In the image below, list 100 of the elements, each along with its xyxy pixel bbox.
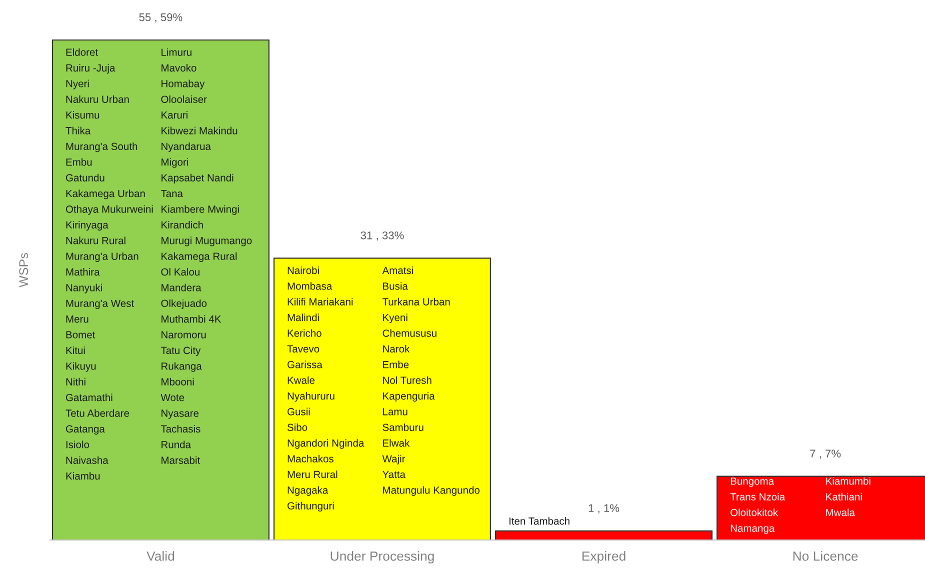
annotation: Sibo: [287, 423, 308, 432]
annotation: Murugi Mugumango: [162, 236, 252, 246]
annotation: Oloolaiser: [161, 95, 207, 103]
annotation: Kericho: [288, 329, 322, 337]
annotation: Gusii: [288, 408, 310, 416]
annotation: Gatundu: [66, 174, 104, 182]
annotation: Runda: [162, 440, 191, 448]
annotation: Kyeni: [383, 314, 408, 324]
annotation: Nyasare: [162, 410, 199, 419]
x-tick-label: Under Processing: [330, 551, 434, 564]
annotation: Murang'a West: [66, 300, 134, 310]
annotation: Isiolo: [66, 440, 90, 448]
annotation: Murang'a South: [66, 142, 138, 152]
annotation: Kitui: [66, 346, 85, 354]
annotation: Kapsabet Nandi: [162, 174, 234, 184]
annotation: Muthambi 4K: [162, 315, 222, 323]
annotation: Matungulu Kangundo: [383, 486, 480, 496]
annotation: Kirandich: [162, 220, 203, 229]
annotation: Ol Kalou: [161, 268, 200, 276]
annotation: Yatta: [382, 470, 406, 478]
x-tick-label: Valid: [146, 551, 174, 561]
annotation: Samburu: [382, 423, 424, 432]
annotation: Kapenguria: [383, 392, 435, 402]
annotation: Ngagaka: [288, 486, 328, 496]
annotation: Embe: [383, 360, 409, 368]
annotation: Turkana Urban: [382, 298, 450, 306]
annotation: Nakuru Urban: [66, 95, 129, 103]
data-label: 55 , 59%: [139, 13, 182, 22]
annotation: Embu: [66, 158, 92, 166]
annotation: Mavoko: [162, 64, 196, 72]
annotation: Wote: [160, 394, 184, 402]
annotation: Busia: [383, 282, 408, 290]
annotation: Narok: [383, 344, 410, 353]
annotation: Kathiani: [826, 492, 862, 500]
data-label: 31 , 33%: [360, 231, 404, 241]
annotation: Kikuyu: [66, 362, 96, 372]
annotation: Kirinyaga: [66, 220, 108, 231]
annotation: Tana: [160, 190, 183, 198]
annotation: Amatsi: [382, 266, 413, 274]
annotation: Githunguri: [288, 502, 334, 512]
x-tick-label: No Licence: [793, 551, 858, 561]
annotation: Gatanga: [66, 425, 105, 435]
annotation: Chemususu: [382, 329, 436, 337]
annotation: Naivasha: [66, 456, 108, 464]
annotation: Bomet: [66, 331, 96, 338]
annotation: Wajir: [382, 454, 406, 464]
annotation: Nanyuki: [66, 284, 102, 294]
annotation: Nyeri: [66, 80, 89, 90]
annotation: Murang'a Urban: [66, 252, 138, 262]
annotation: Kiambu: [66, 472, 100, 480]
annotation: Thika: [66, 126, 91, 134]
annotation: Malindi: [288, 314, 319, 322]
annotation: Naromoru: [162, 331, 206, 338]
annotation: Meru Rural: [288, 470, 338, 478]
annotation: Homabay: [162, 80, 205, 90]
annotation: Nyandarua: [162, 142, 211, 152]
annotation: Lamu: [383, 408, 408, 416]
annotation: Ngandori Nginda: [288, 439, 364, 449]
annotation: Mathira: [66, 268, 100, 276]
data-label: 7 , 7%: [810, 450, 841, 459]
annotation: Rukanga: [162, 362, 202, 372]
annotation: Nairobi: [288, 266, 319, 274]
annotation: Migori: [162, 158, 188, 168]
bar: [52, 39, 270, 540]
annotation: Tetu Aberdare: [66, 409, 130, 417]
annotation: Trans Nzoia: [730, 492, 786, 500]
annotation: Oloitokitok: [730, 508, 778, 516]
annotation: Kibwezi Makindu: [162, 126, 238, 134]
annotation: Eldoret: [66, 48, 98, 56]
x-tick-label: Expired: [582, 551, 626, 564]
annotation: Kwale: [288, 376, 315, 384]
annotation: Garissa: [288, 360, 322, 368]
annotation: Marsabit: [162, 456, 200, 464]
annotation: Kisumu: [66, 111, 100, 119]
annotation: Tachasis: [160, 425, 200, 433]
annotation: Nithi: [66, 378, 86, 386]
annotation: Mbooni: [162, 378, 194, 386]
annotation: Kilifi Mariakani: [288, 298, 353, 306]
y-axis-title: WSPs: [19, 253, 28, 288]
annotation: Iten Tambach: [509, 517, 570, 525]
annotation: Olkejuado: [161, 299, 207, 310]
annotation: Meru: [66, 316, 88, 323]
annotation: Kakamega Rural: [162, 252, 237, 262]
annotation: Bungoma: [730, 478, 774, 487]
annotation: Othaya Mukurweini: [66, 205, 153, 215]
annotation: Nyahururu: [288, 392, 334, 402]
annotation: Kiambere Mwingi: [162, 205, 239, 215]
annotation: Machakos: [288, 454, 334, 462]
annotation: Kiamumbi: [826, 477, 870, 485]
data-label: 1 , 1%: [588, 504, 620, 514]
annotation: Tavevo: [287, 345, 320, 353]
annotation: Kakamega Urban: [66, 190, 145, 200]
annotation: Mandera: [162, 284, 202, 292]
annotation: Mwala: [826, 508, 856, 516]
annotation: Nol Turesh: [383, 376, 432, 384]
annotation: Karuri: [162, 111, 188, 119]
annotation: Ruiru -Juja: [66, 64, 116, 74]
bar: [273, 258, 492, 540]
annotation: Mombasa: [288, 282, 332, 290]
annotation: Gatamathi: [66, 394, 112, 402]
